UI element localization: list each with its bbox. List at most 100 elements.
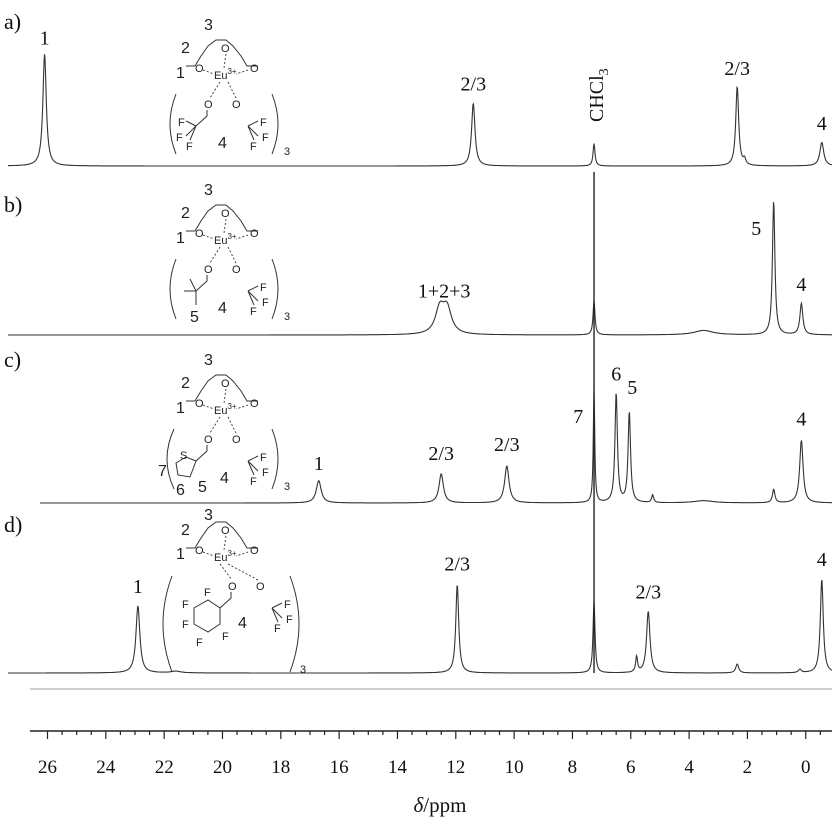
x-tick-label: 16 xyxy=(330,757,349,778)
structure-d-f5: F xyxy=(222,631,229,643)
structure-d-f8: F xyxy=(274,623,281,635)
structure-a-f6: F xyxy=(250,141,257,153)
x-tick-label: 20 xyxy=(213,757,232,778)
structure-b-o-top: O xyxy=(221,208,230,220)
structure-a-cf3 xyxy=(185,120,259,141)
structure-c-num-4: 4 xyxy=(220,470,229,487)
x-tick-label: 0 xyxy=(801,757,811,778)
structure-a-num-4: 4 xyxy=(218,135,227,152)
structure-d-sub-3: 3 xyxy=(300,664,306,676)
peak-label-a-1: 2/3 xyxy=(461,74,487,96)
structure-b-o-right: O xyxy=(250,228,259,240)
structure-b-num-2: 2 xyxy=(181,205,190,222)
x-axis-title: δ/ppm xyxy=(414,793,467,817)
structure-c-paren-right xyxy=(271,428,279,490)
structure-d-paren-right xyxy=(289,575,300,673)
structure-a-num-2: 2 xyxy=(181,40,190,57)
x-tick-label: 22 xyxy=(155,757,174,778)
structure-b-tbu-cf3 xyxy=(184,278,259,306)
structure-a-f1: F xyxy=(178,117,185,129)
structure-c-f2: F xyxy=(262,467,269,479)
peak-label-a-2: 2/3 xyxy=(724,58,750,80)
structure-d-o-top: O xyxy=(221,525,230,537)
structure-b-glyme xyxy=(186,204,258,232)
structure-c-o-left: O xyxy=(195,398,204,410)
structure-a-paren-right xyxy=(271,93,279,155)
structure-d-eu: Eu3+ xyxy=(214,549,237,564)
peak-label-a-0: 1 xyxy=(40,28,50,50)
structure-c-num-6: 6 xyxy=(176,482,185,499)
peak-label-b-0: 1+2+3 xyxy=(418,281,471,303)
structure-b-acac xyxy=(195,275,208,292)
panel-letter-c: c) xyxy=(4,347,21,372)
structure-c-num-5: 5 xyxy=(198,479,207,496)
structure-d-num-2: 2 xyxy=(181,522,190,539)
structure-a-glyme xyxy=(186,39,258,67)
x-axis: 26 24 22 20 18 16 14 12 10 8 6 4 2 0 xyxy=(30,730,832,778)
structure-d-num-4: 4 xyxy=(238,615,247,632)
structure-b-num-5: 5 xyxy=(190,309,199,326)
structure-a-num-1: 1 xyxy=(176,65,185,82)
structure-b-o-left: O xyxy=(195,228,204,240)
spectra-group xyxy=(7,54,832,674)
x-tick-label: 12 xyxy=(446,757,465,778)
structure-d-o-right: O xyxy=(250,545,259,557)
structure-d-glyme xyxy=(186,521,258,549)
structure-b-num-1: 1 xyxy=(176,230,185,247)
structure-d-c6f5-cf3 xyxy=(193,599,283,633)
structure-a-f5: F xyxy=(262,132,269,144)
structure-a-o-left: O xyxy=(195,63,204,75)
structure-c-f3: F xyxy=(250,476,257,488)
peak-label-b-2: 4 xyxy=(796,274,806,296)
structure-c-glyme xyxy=(186,374,258,402)
structure-c-paren-left xyxy=(166,428,175,490)
peak-label-d-2: 2/3 xyxy=(636,582,662,604)
x-tick-label: 24 xyxy=(96,757,116,778)
structure-c-acac xyxy=(195,445,208,462)
structure-d-num-1: 1 xyxy=(176,546,185,563)
structure-b-paren-right xyxy=(271,258,279,320)
structure-c-eu: Eu3+ xyxy=(214,402,237,417)
structure-b-o-ket2: O xyxy=(232,264,241,276)
structure-a-acac xyxy=(195,110,208,127)
peak-label-c-4: 6 xyxy=(611,364,621,386)
structure-d-o-ket1: O xyxy=(228,581,237,593)
structure-c-f1: F xyxy=(260,452,267,464)
structure-b-num-3: 3 xyxy=(204,182,213,199)
structure-d-f2: F xyxy=(182,599,189,611)
structure-c-thienyl-cf3 xyxy=(175,455,259,478)
structure-a: 3 2 1 O O O Eu3+ O O F F F F F F 4 3 xyxy=(169,17,290,158)
structure-a-f3: F xyxy=(186,141,193,153)
peak-label-c-1: 2/3 xyxy=(428,443,454,465)
spectrum-a xyxy=(7,54,832,167)
structure-b-o-ket1: O xyxy=(204,264,213,276)
structure-c-num-7: 7 xyxy=(158,463,167,480)
structure-c: 3 2 1 O O O Eu3+ O O S F F F 7 6 5 4 3 xyxy=(158,352,290,499)
spectrum-c xyxy=(40,390,832,504)
peak-label-c-0: 1 xyxy=(314,453,324,475)
x-tick-label: 10 xyxy=(505,757,524,778)
structure-b-num-4: 4 xyxy=(218,300,227,317)
x-tick-label: 8 xyxy=(568,757,578,778)
structure-b-eu: Eu3+ xyxy=(214,232,237,247)
structure-d-coordination xyxy=(202,535,259,581)
structure-a-o-top: O xyxy=(221,43,230,55)
structure-c-o-top: O xyxy=(221,378,230,390)
structure-c-num-1: 1 xyxy=(176,400,185,417)
structure-b-coordination xyxy=(202,218,249,264)
structure-d-f7: F xyxy=(286,614,293,626)
structure-b: 3 2 1 O O O Eu3+ O O F F F 5 4 3 xyxy=(169,182,290,326)
structure-b-f1: F xyxy=(260,282,267,294)
structure-a-f2: F xyxy=(176,132,183,144)
x-tick-label: 26 xyxy=(38,757,57,778)
structure-a-paren-left xyxy=(169,93,177,155)
peak-label-a-3: 4 xyxy=(817,113,827,135)
chcl3-label: CHCl3 xyxy=(586,68,612,122)
structure-b-f3: F xyxy=(250,306,257,318)
structure-d-paren-left xyxy=(162,575,173,673)
panel-letter-d: d) xyxy=(4,512,22,537)
structure-c-o-right: O xyxy=(250,398,259,410)
structure-a-o-ket1: O xyxy=(204,99,213,111)
